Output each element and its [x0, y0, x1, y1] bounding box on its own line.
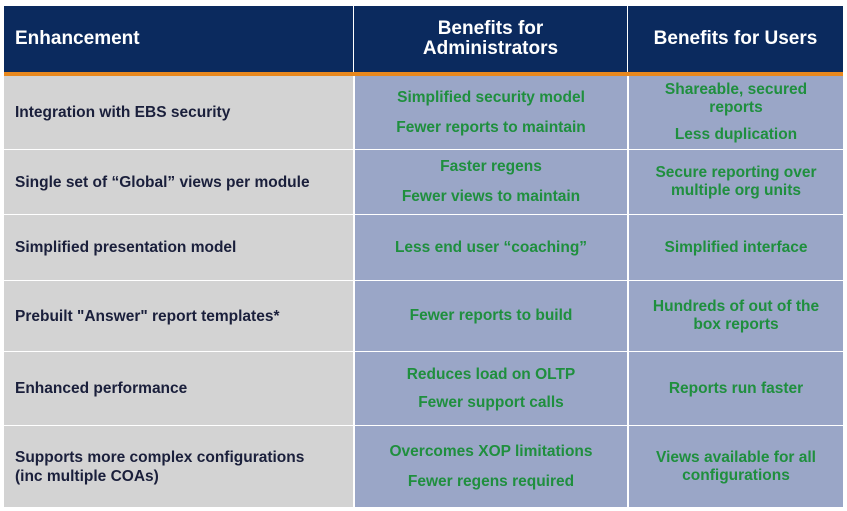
- admin-benefit-cell: Reduces load on OLTP Fewer support calls: [353, 352, 627, 426]
- admin-benefit-cell: Simplified security model Fewer reports …: [353, 76, 627, 150]
- enhancements-table: Enhancement Benefits for Administrators …: [4, 6, 843, 508]
- user-benefit: configurations: [682, 466, 790, 484]
- admin-benefit: Fewer support calls: [418, 393, 564, 411]
- admin-benefit-cell: Faster regens Fewer views to maintain: [353, 150, 627, 215]
- admin-benefit: Fewer regens required: [407, 472, 575, 490]
- user-benefit-cell: Views available for all configurations: [627, 426, 843, 508]
- user-benefit: Less duplication: [674, 126, 798, 143]
- header-enhancement: Enhancement: [4, 6, 353, 72]
- header-benefits-users: Benefits for Users: [627, 6, 843, 72]
- admin-benefit: Fewer reports to build: [409, 307, 573, 324]
- enhancement-cell: Single set of “Global” views per module: [4, 150, 353, 215]
- enhancement-cell: Enhanced performance: [4, 352, 353, 426]
- enhancement-cell: Integration with EBS security: [4, 76, 353, 150]
- user-benefit: Reports run faster: [668, 379, 804, 397]
- header-benefits-administrators: Benefits for Administrators: [353, 6, 627, 72]
- admin-benefit: Faster regens: [440, 158, 542, 175]
- admin-benefit: Reduces load on OLTP: [406, 365, 576, 383]
- enhancement-line: Supports more complex configurations: [15, 448, 305, 466]
- admin-benefit-cell: Overcomes XOP limitations Fewer regens r…: [353, 426, 627, 508]
- admin-benefit-cell: Less end user “coaching”: [353, 215, 627, 281]
- user-benefit-cell: Hundreds of out of the box reports: [627, 281, 843, 352]
- enhancement-cell: Supports more complex configurations (in…: [4, 426, 353, 508]
- user-benefit-cell: Simplified interface: [627, 215, 843, 281]
- user-benefit-cell: Shareable, secured reports Less duplicat…: [627, 76, 843, 150]
- user-benefit: box reports: [693, 316, 779, 333]
- user-benefit: Simplified interface: [664, 238, 808, 256]
- enhancement-line: (inc multiple COAs): [15, 467, 159, 485]
- user-benefit: Hundreds of out of the: [652, 298, 820, 315]
- admin-benefit: Simplified security model: [397, 88, 585, 106]
- header-accent-bar: [4, 72, 843, 76]
- user-benefit: reports: [709, 99, 763, 116]
- enhancement-cell: Prebuilt "Answer" report templates*: [4, 281, 353, 352]
- header-admin-line1: Benefits for: [437, 18, 544, 39]
- user-benefit: multiple org units: [670, 182, 802, 199]
- user-benefit-cell: Reports run faster: [627, 352, 843, 426]
- admin-benefit: Fewer views to maintain: [401, 188, 581, 205]
- admin-benefit: Fewer reports to maintain: [396, 118, 586, 136]
- user-benefit: Secure reporting over: [655, 164, 817, 181]
- admin-benefit-cell: Fewer reports to build: [353, 281, 627, 352]
- user-benefit: Views available for all: [656, 448, 816, 466]
- user-benefit-cell: Secure reporting over multiple org units: [627, 150, 843, 215]
- admin-benefit: Overcomes XOP limitations: [389, 442, 593, 460]
- user-benefit: Shareable, secured: [664, 81, 808, 98]
- header-admin-line2: Administrators: [422, 38, 559, 59]
- enhancement-cell: Simplified presentation model: [4, 215, 353, 281]
- admin-benefit: Less end user “coaching”: [394, 238, 588, 256]
